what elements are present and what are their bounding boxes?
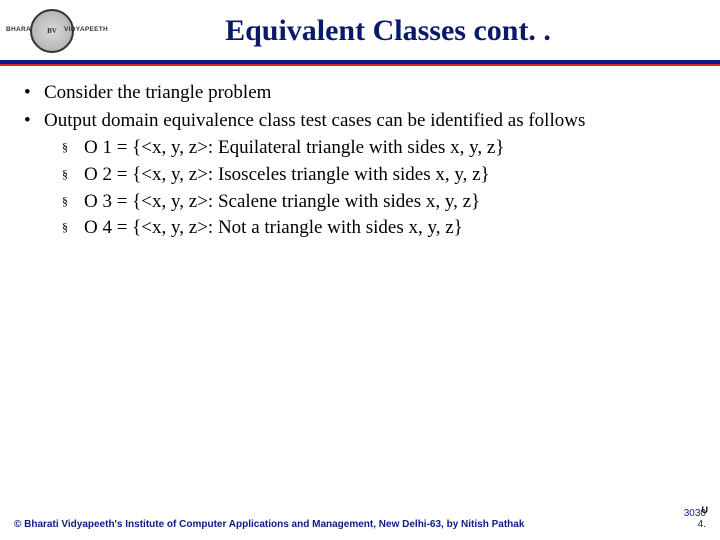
title-row: BHARATI BV VIDYAPEETH Equivalent Classes… [0, 0, 720, 60]
sub-bullet-mark: § [62, 189, 84, 215]
institute-logo: BHARATI BV VIDYAPEETH [8, 6, 96, 56]
bullet-text: Consider the triangle problem [44, 80, 696, 106]
logo-banner-right: VIDYAPEETH [64, 26, 108, 33]
sub-bullet-item: § O 2 = {<x, y, z>: Isosceles triangle w… [24, 162, 696, 188]
sub-bullet-text: O 2 = {<x, y, z>: Isosceles triangle wit… [84, 162, 696, 188]
sub-bullet-item: § O 3 = {<x, y, z>: Scalene triangle wit… [24, 189, 696, 215]
bullet-mark: • [24, 80, 44, 106]
bullet-text: Output domain equivalence class test cas… [44, 108, 696, 134]
sub-bullet-item: § O 1 = {<x, y, z>: Equilateral triangle… [24, 135, 696, 161]
footer-page-number: U 3030 4. [684, 508, 706, 530]
sub-bullet-mark: § [62, 162, 84, 188]
logo-inner-text: BV [47, 28, 57, 35]
slide-footer: © Bharati Vidyapeeth's Institute of Comp… [0, 508, 720, 530]
slide-header: BHARATI BV VIDYAPEETH Equivalent Classes… [0, 0, 720, 66]
footer-page-suffix: U [702, 506, 709, 516]
bullet-item: • Output domain equivalence class test c… [24, 108, 696, 134]
bullet-item: • Consider the triangle problem [24, 80, 696, 106]
sub-bullet-mark: § [62, 135, 84, 161]
header-divider [0, 60, 720, 66]
footer-copyright: © Bharati Vidyapeeth's Institute of Comp… [14, 519, 524, 530]
sub-bullet-item: § O 4 = {<x, y, z>: Not a triangle with … [24, 215, 696, 241]
footer-page-secondary: 4. [698, 519, 706, 530]
sub-bullet-text: O 4 = {<x, y, z>: Not a triangle with si… [84, 215, 696, 241]
sub-bullet-mark: § [62, 215, 84, 241]
slide-title: Equivalent Classes cont. . [96, 14, 720, 48]
sub-bullet-text: O 3 = {<x, y, z>: Scalene triangle with … [84, 189, 696, 215]
bullet-mark: • [24, 108, 44, 134]
slide-content: • Consider the triangle problem • Output… [0, 66, 720, 241]
sub-bullet-text: O 1 = {<x, y, z>: Equilateral triangle w… [84, 135, 696, 161]
